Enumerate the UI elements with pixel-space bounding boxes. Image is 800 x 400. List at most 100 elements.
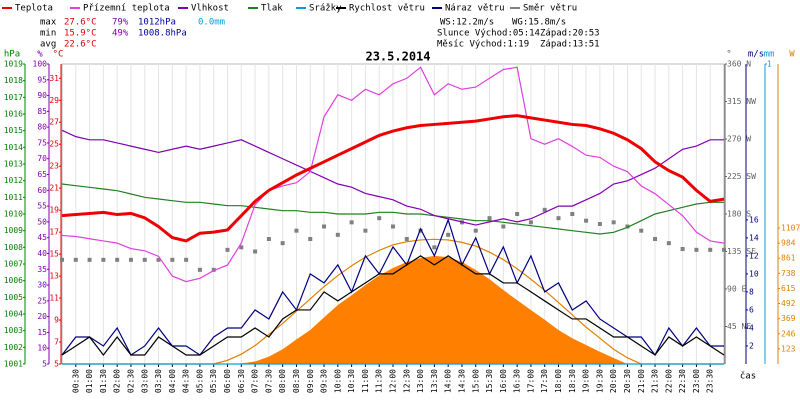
legend-label: Náraz větru [445, 4, 505, 14]
line [61, 183, 724, 235]
point [170, 257, 175, 262]
x-tick-label: 10:00 [333, 369, 342, 393]
x-tick-label: 05:30 [209, 369, 218, 393]
y-tick-label: 15 [49, 250, 59, 259]
point [625, 224, 630, 229]
legend-label: Směr větru [523, 4, 577, 14]
x-tick-label: 23:30 [706, 369, 715, 393]
x-tick-label: 23:00 [692, 369, 701, 393]
x-tick-label: 11:00 [361, 369, 370, 393]
point [515, 212, 520, 216]
point [542, 207, 547, 212]
x-tick-label: 06:30 [237, 369, 246, 393]
point [528, 220, 533, 225]
y-tick-label: 55 [37, 202, 47, 211]
x-tick-label: 01:30 [99, 369, 108, 393]
annotation: 1012hPa [138, 18, 176, 28]
point [197, 267, 202, 272]
y-tick-label: 90 [37, 91, 47, 100]
point [101, 257, 106, 262]
point [253, 249, 258, 254]
x-tick-label: 13:30 [430, 369, 439, 393]
annotation: Měsíc Východ:1:19 [437, 40, 529, 50]
y-tick-label: 27 [49, 118, 59, 127]
y-tick-label: 1014 [4, 143, 23, 152]
y-tick-label: 1009 [4, 226, 23, 235]
x-tick-label: 03:30 [154, 369, 163, 393]
y-tick-label: 1001 [4, 360, 23, 369]
point [349, 220, 354, 225]
y-tick-label: 1010 [4, 210, 23, 219]
x-tick-label: 10:30 [347, 369, 356, 393]
y-tick-label: 270 W [727, 135, 751, 144]
point [266, 237, 271, 241]
annotation: Západ:13:51 [540, 40, 600, 50]
y-tick-label: 16 [749, 215, 759, 224]
y-tick-label: 135 SE [727, 247, 756, 256]
y-tick-label: 4 [749, 323, 754, 332]
point [115, 257, 120, 262]
point [597, 222, 602, 226]
point [694, 247, 699, 252]
y-tick-label: 1016 [4, 110, 23, 119]
annotation: avg [40, 40, 56, 50]
y-tick-label: 1011 [4, 193, 23, 202]
area [62, 255, 724, 364]
point [639, 228, 644, 233]
annotation: 1008.8hPa [138, 29, 187, 39]
y-tick-label: 6 [749, 305, 754, 314]
x-tick-label: 14:00 [444, 369, 453, 393]
y-axis-unit: W [789, 50, 795, 60]
point [142, 257, 147, 262]
y-tick-label: 1002 [4, 343, 23, 352]
x-tick-label: 21:30 [651, 369, 660, 393]
point [404, 237, 409, 241]
point [363, 228, 368, 233]
y-tick-label: 35 [37, 265, 47, 274]
legend-label: Teplota [15, 4, 53, 14]
x-tick-label: 14:30 [457, 369, 466, 393]
y-tick-label: 861 [781, 254, 796, 263]
y-tick-label: 1017 [4, 93, 23, 102]
annotation: Slunce Východ:05:14 [437, 29, 540, 39]
x-tick-label: 06:00 [223, 369, 232, 393]
annotation: 49% [112, 29, 129, 39]
point [87, 257, 92, 262]
point [418, 228, 423, 233]
point [239, 245, 244, 250]
y-tick-label: 20 [37, 312, 47, 321]
y-tick-label: 45 NE [727, 322, 751, 331]
point [128, 257, 133, 262]
annotation: WS:12.2m/s [440, 18, 494, 28]
point [377, 216, 382, 221]
line [61, 114, 725, 243]
point [335, 232, 340, 237]
y-tick-label: 1 [767, 60, 772, 69]
point [501, 224, 506, 229]
y-axis-unit: hPa [4, 50, 20, 60]
y-tick-label: 10 [749, 269, 759, 278]
y-tick-label: 1004 [4, 310, 23, 319]
y-tick-label: 80 [37, 123, 47, 132]
y-tick-label: 1006 [4, 276, 23, 285]
x-tick-label: 22:00 [664, 369, 673, 393]
y-tick-label: 19 [49, 206, 59, 215]
annotation: min [40, 29, 56, 39]
x-tick-label: 20:00 [609, 369, 618, 393]
x-tick-label: 16:30 [513, 369, 522, 393]
y-tick-label: 25 [49, 140, 59, 149]
point [211, 267, 216, 272]
annotation: WG:15.8m/s [512, 18, 566, 28]
x-tick-label: 05:00 [195, 369, 204, 393]
y-tick-label: 1005 [4, 293, 23, 302]
point [556, 216, 561, 221]
point [294, 228, 299, 233]
annotation: 27.6°C [64, 18, 97, 28]
point [722, 247, 726, 252]
y-tick-label: 50 [37, 217, 47, 226]
point [184, 257, 189, 262]
y-tick-label: 1019 [4, 60, 23, 69]
point [280, 241, 285, 246]
y-tick-label: 5 [54, 360, 59, 369]
y-tick-label: 315 NW [727, 97, 756, 106]
